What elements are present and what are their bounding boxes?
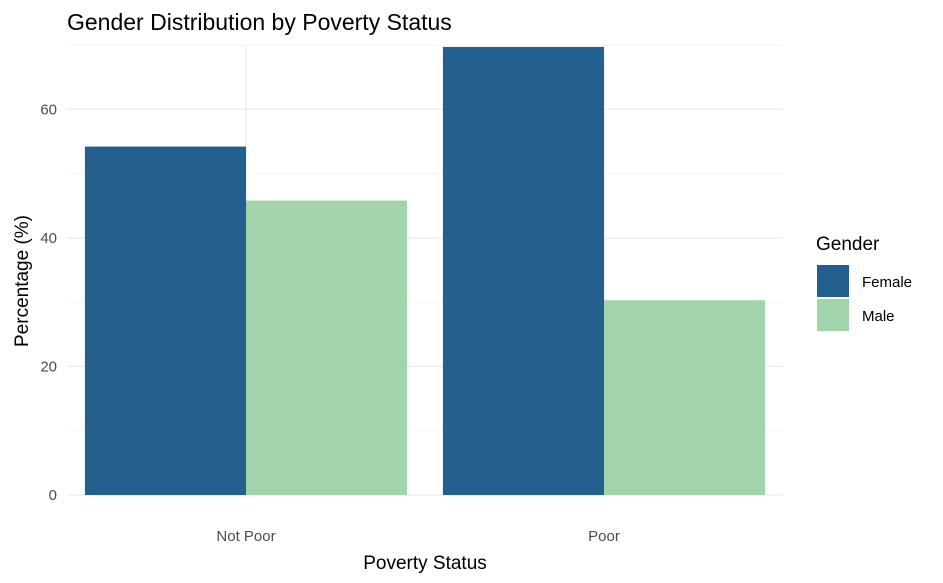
x-axis-title: Poverty Status	[363, 553, 487, 574]
bar-male-poor	[604, 300, 765, 495]
y-tick-label: 0	[49, 487, 57, 504]
legend-title: Gender	[816, 234, 880, 255]
legend-label: Female	[862, 274, 912, 291]
legend-key-male	[817, 299, 849, 331]
bars	[85, 47, 765, 495]
chart-title: Gender Distribution by Poverty Status	[67, 9, 452, 35]
bar-male-not-poor	[246, 201, 407, 495]
legend-label: Male	[862, 308, 895, 325]
x-tick-label: Not Poor	[216, 528, 275, 545]
y-tick-label: 60	[40, 101, 57, 118]
y-axis-title: Percentage (%)	[12, 215, 33, 347]
legend: Gender Female Male	[816, 234, 912, 331]
legend-key-female	[817, 265, 849, 297]
y-tick-label: 20	[40, 358, 57, 375]
x-axis-ticks: Not Poor Poor	[216, 528, 619, 545]
bar-female-poor	[443, 47, 604, 495]
bar-female-not-poor	[85, 147, 246, 495]
y-axis-ticks: 0 20 40 60	[40, 101, 57, 504]
x-tick-label: Poor	[588, 528, 620, 545]
y-tick-label: 40	[40, 230, 57, 247]
